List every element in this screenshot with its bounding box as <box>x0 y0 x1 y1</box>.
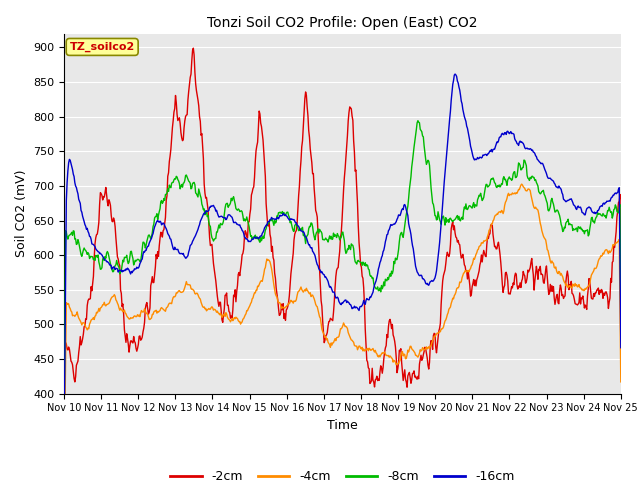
Title: Tonzi Soil CO2 Profile: Open (East) CO2: Tonzi Soil CO2 Profile: Open (East) CO2 <box>207 16 477 30</box>
Text: TZ_soilco2: TZ_soilco2 <box>70 42 135 52</box>
Y-axis label: Soil CO2 (mV): Soil CO2 (mV) <box>15 170 28 257</box>
Legend: -2cm, -4cm, -8cm, -16cm: -2cm, -4cm, -8cm, -16cm <box>165 465 520 480</box>
X-axis label: Time: Time <box>327 419 358 432</box>
